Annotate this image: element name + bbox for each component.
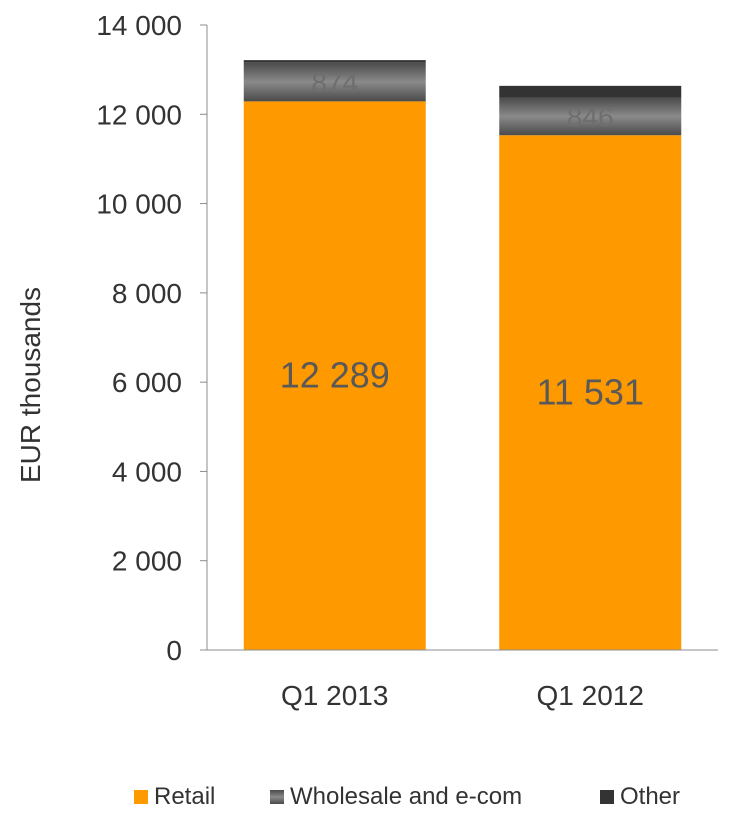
data-label-retail-q1-2013: 12 289 <box>280 355 390 396</box>
y-tick-label: 2 000 <box>112 546 182 577</box>
legend: Retail Wholesale and e-com Other <box>134 783 680 810</box>
data-label-wholesale-and-e-com-q1-2013: 874 <box>311 67 358 98</box>
legend-label-other: Other <box>620 783 680 810</box>
y-axis-label: EUR thousands <box>15 287 46 483</box>
legend-swatch-wholesale-and-e-com <box>270 790 284 804</box>
bar-wholesale-and-e-com-q1-2012 <box>499 97 682 136</box>
legend-label-wholesale-and-e-com: Wholesale and e-com <box>290 783 522 810</box>
bars-group: 12 289 874 11 531 846 <box>243 60 682 651</box>
x-tick-label: Q1 2013 <box>281 680 388 711</box>
data-label-retail-q1-2012: 11 531 <box>537 372 644 413</box>
bar-other-q1-2012 <box>499 85 682 98</box>
data-label-wholesale-and-e-com-q1-2012: 846 <box>567 101 614 132</box>
bar-retail-q1-2012 <box>499 135 682 651</box>
y-tick-label: 8 000 <box>112 278 182 309</box>
y-tick-label: 0 <box>166 635 182 666</box>
x-tick-label: Q1 2012 <box>537 680 644 711</box>
legend-label-retail: Retail <box>154 783 215 810</box>
bar-wholesale-and-e-com-q1-2013 <box>243 62 426 102</box>
y-tick-label: 14 000 <box>96 10 182 41</box>
bar-retail-q1-2013 <box>243 101 426 651</box>
x-axis-labels: Q1 2013 Q1 2012 <box>281 680 644 711</box>
bar-other-q1-2013 <box>243 60 426 63</box>
y-axis: 0 2 000 4 000 6 000 8 000 10 000 12 000 14 000 <box>96 10 718 666</box>
y-tick-label: 10 000 <box>96 189 182 220</box>
y-tick-label: 4 000 <box>112 456 182 487</box>
y-tick-label: 6 000 <box>112 367 182 398</box>
legend-swatch-other <box>600 790 614 804</box>
y-tick-label: 12 000 <box>96 99 182 130</box>
legend-swatch-retail <box>134 790 148 804</box>
